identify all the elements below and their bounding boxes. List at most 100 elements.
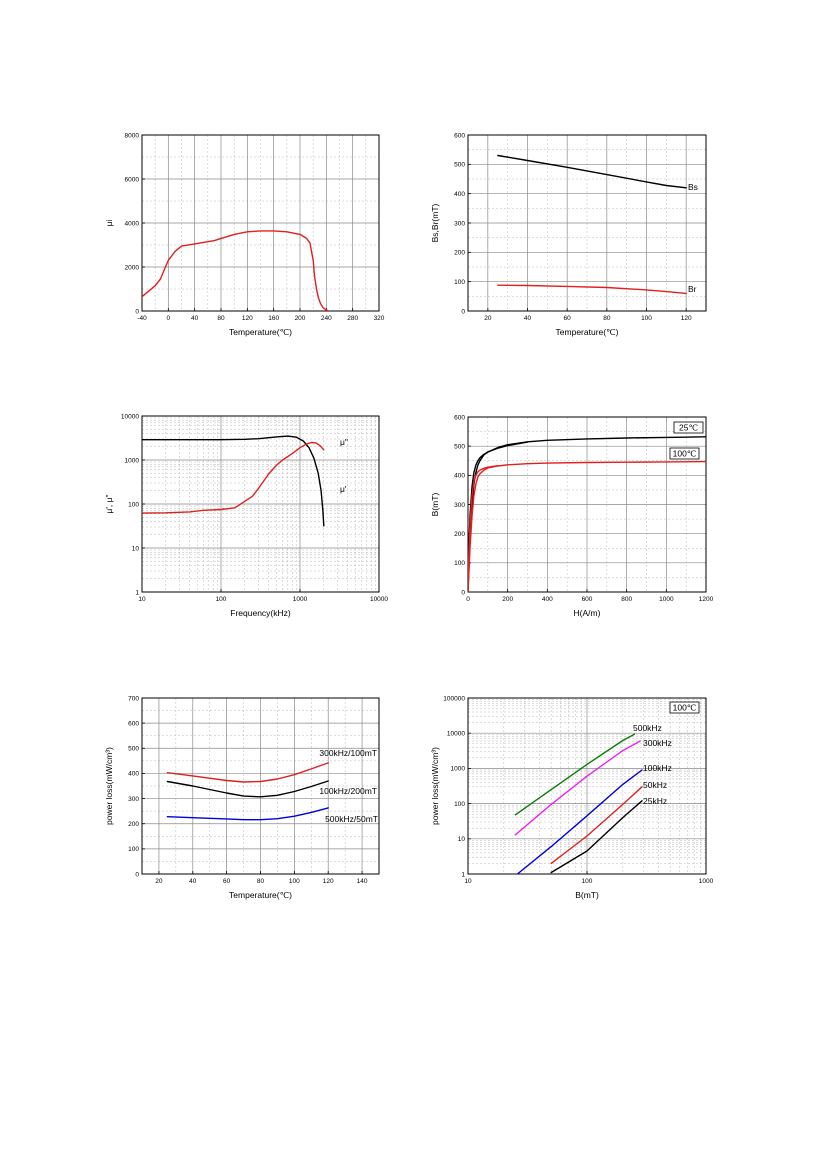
series-line-300khz-100mt — [166, 762, 329, 783]
x-tick-label: 10 — [464, 878, 472, 885]
series-line-25khz — [550, 800, 643, 874]
y-tick-label: 0 — [461, 589, 465, 596]
x-tick-label: 120 — [681, 315, 692, 322]
series-line-- — [142, 435, 325, 527]
y-tick-label: 200 — [454, 531, 465, 538]
y-tick-label: 1000 — [125, 457, 140, 464]
x-tick-label: 120 — [242, 315, 253, 322]
x-tick-label: 80 — [257, 878, 265, 885]
y-tick-label: 300 — [454, 220, 465, 227]
x-tick-label: 80 — [603, 315, 611, 322]
x-tick-label: 20 — [484, 315, 492, 322]
y-tick-label: 10 — [132, 545, 140, 552]
y-tick-label: 1000 — [451, 766, 466, 773]
series-line-300khz — [514, 740, 641, 836]
y-tick-label: 0 — [135, 308, 139, 315]
series-line-50khz — [550, 786, 643, 865]
x-axis-label: B(mT) — [575, 890, 599, 900]
x-tick-label: 160 — [268, 315, 279, 322]
y-tick-label: 0 — [461, 308, 465, 315]
y-tick-label: 0 — [135, 871, 139, 878]
y-tick-label: 100 — [128, 501, 139, 508]
y-axis-label: power loss(mW/cm³) — [104, 747, 114, 825]
x-tick-label: 600 — [582, 596, 593, 603]
x-tick-label: 60 — [564, 315, 572, 322]
x-tick-label: 1000 — [659, 596, 674, 603]
x-axis-label: Temperature(℃) — [229, 890, 292, 900]
x-tick-label: 200 — [295, 315, 306, 322]
x-tick-label: 100 — [641, 315, 652, 322]
series-line-bs — [497, 154, 687, 189]
x-axis-label: Temperature(℃) — [229, 327, 292, 337]
y-tick-label: 300 — [454, 502, 465, 509]
x-tick-label: 100 — [289, 878, 300, 885]
x-tick-label: 40 — [524, 315, 532, 322]
y-axis-label: power loss(mW/cm³) — [430, 747, 440, 825]
x-tick-label: 60 — [223, 878, 231, 885]
gridlines — [467, 697, 707, 875]
y-tick-label: 600 — [454, 132, 465, 139]
chart-1: -40 0 40 80 120 160 200 240 280 32002000400060008… — [104, 132, 385, 337]
x-tick-label: 320 — [374, 315, 385, 322]
legend-label: 25℃ — [679, 423, 698, 433]
y-axis-label: B(mT) — [430, 493, 440, 517]
x-tick-label: 200 — [502, 596, 513, 603]
x-tick-label: 100 — [216, 596, 227, 603]
x-tick-label: 400 — [542, 596, 553, 603]
series-annotation: 100kHz/200mT — [319, 786, 377, 796]
series-line-- — [142, 441, 325, 514]
y-axis-label: Bs,Br(mT) — [430, 203, 440, 242]
y-tick-label: 400 — [454, 191, 465, 198]
y-tick-label: 200 — [454, 250, 465, 257]
x-tick-label: 10 — [138, 596, 146, 603]
y-tick-label: 700 — [128, 695, 139, 702]
series-annotation: Bs — [688, 182, 698, 192]
series-line-br — [497, 284, 687, 295]
y-tick-label: 2000 — [125, 264, 140, 271]
series-line-100- — [468, 465, 499, 579]
series-line-25- — [468, 441, 529, 576]
series-annotation: 300kHz — [643, 738, 672, 748]
x-axis-label: H(A/m) — [574, 608, 601, 618]
chart-4: 0 200 400 600 800 1000 1200 0 100 200 300 400 500 600… — [430, 414, 714, 618]
chart-6: 10 100 1000110100100010000100000B(mT)power… — [430, 695, 714, 900]
legend-label: 100℃ — [673, 449, 697, 459]
x-tick-label: 140 — [357, 878, 368, 885]
y-tick-label: 500 — [128, 746, 139, 753]
legend-box — [669, 701, 700, 714]
series-line-100khz — [516, 769, 643, 874]
series-annotation: μ' — [340, 484, 347, 494]
y-axis-label: μi — [104, 220, 114, 227]
legend-box — [669, 447, 700, 460]
x-tick-label: 40 — [191, 315, 199, 322]
series-annotation: μ" — [340, 437, 348, 447]
gridlines — [467, 416, 707, 593]
x-tick-label: 10000 — [370, 596, 388, 603]
y-tick-label: 10 — [458, 836, 466, 843]
x-tick-label: 20 — [155, 878, 163, 885]
y-tick-label: 10000 — [447, 731, 465, 738]
series-annotation: 500kHz/50mT — [325, 814, 378, 824]
y-tick-label: 600 — [454, 414, 465, 421]
gridlines — [141, 415, 380, 593]
y-tick-label: 500 — [454, 162, 465, 169]
series-annotation: 300kHz/100mT — [319, 748, 377, 758]
x-axis-label: Frequency(kHz) — [230, 608, 291, 618]
x-tick-label: 100 — [582, 878, 593, 885]
gridlines — [141, 134, 380, 312]
series-line-100khz-200mt — [166, 780, 329, 798]
y-tick-label: 200 — [128, 821, 139, 828]
legend-box — [673, 421, 704, 434]
y-tick-label: 100 — [454, 279, 465, 286]
x-tick-label: 1000 — [293, 596, 308, 603]
series-annotation: Br — [688, 284, 697, 294]
x-tick-label: 240 — [321, 315, 332, 322]
y-tick-label: 8000 — [125, 132, 140, 139]
y-tick-label: 400 — [454, 473, 465, 480]
x-axis-label: Temperature(℃) — [556, 327, 619, 337]
x-tick-label: 40 — [189, 878, 197, 885]
y-tick-label: 100 — [128, 846, 139, 853]
y-tick-label: 100 — [454, 801, 465, 808]
